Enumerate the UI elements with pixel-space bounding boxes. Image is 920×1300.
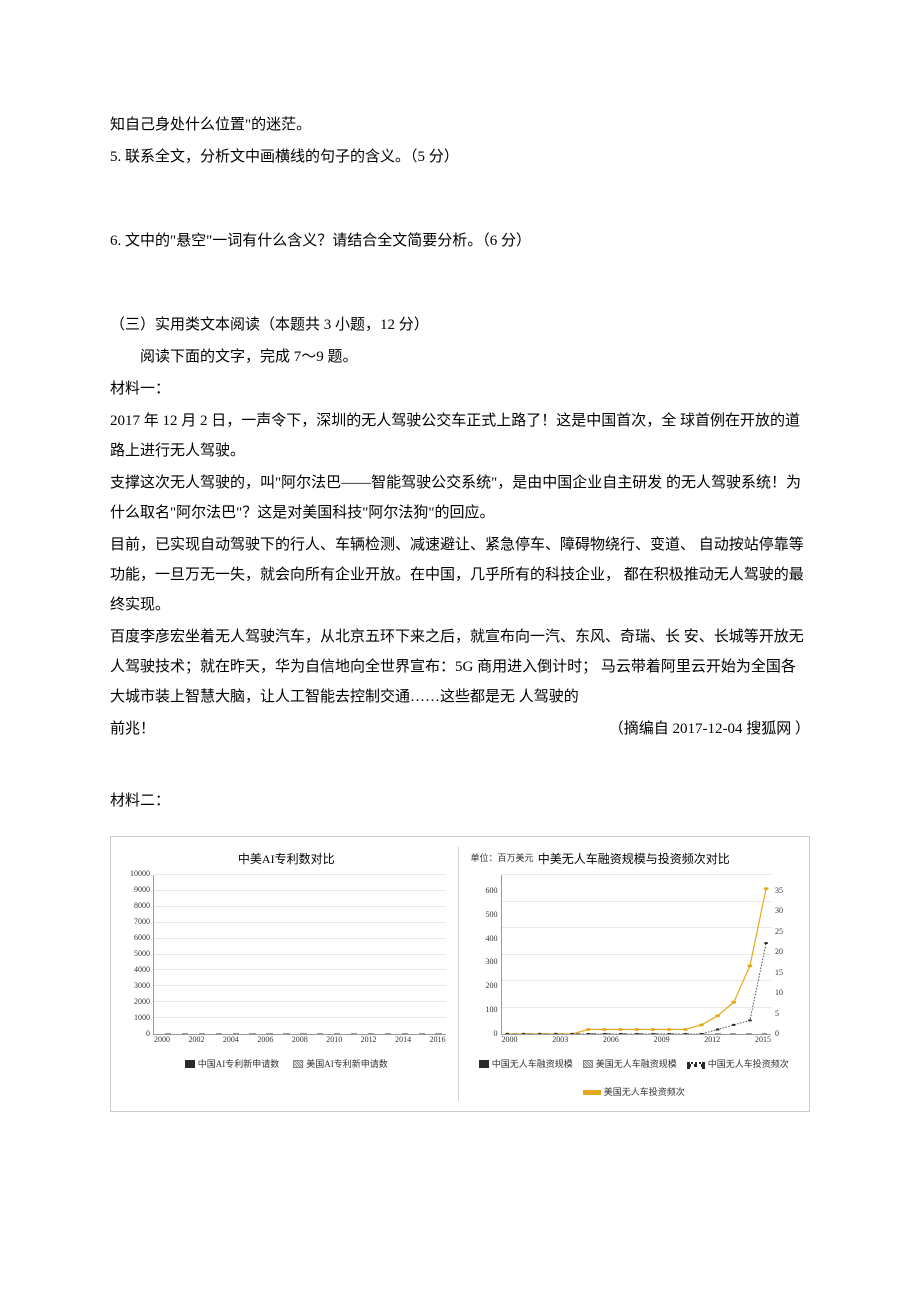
chart2-legend-cn-line: 中国无人车投资频次 — [687, 1055, 789, 1073]
light-swatch-icon — [293, 1060, 303, 1068]
chart2-y-axis-left: 0100200300400500600 — [468, 875, 498, 1034]
chart1-legend-us-label: 美国AI专利新申请数 — [306, 1055, 388, 1073]
material-1-label: 材料一： — [110, 374, 810, 404]
chart2-legend-cn-line-label: 中国无人车投资频次 — [708, 1055, 789, 1073]
chart2-y-axis-right: 05101520253035 — [775, 875, 797, 1034]
chart1-bars — [154, 875, 446, 1034]
chart1-plot-area: 0100020003000400050006000700080009000100… — [153, 875, 446, 1035]
material-1-p4b: 前兆！ — [110, 714, 155, 744]
reading-instruction: 阅读下面的文字，完成 7～9 题。 — [110, 342, 810, 372]
chart2-legend-us-bar: 美国无人车融资规模 — [583, 1055, 677, 1073]
chart2-x-axis: 200020032006200920122015 — [502, 1032, 772, 1048]
material-1-p3: 目前，已实现自动驾驶下的行人、车辆检测、减速避让、紧急停车、障碍物绕行、变道、 … — [110, 530, 810, 620]
question-5: 5. 联系全文，分析文中画横线的句子的含义。（5 分） — [110, 142, 810, 172]
chart1-legend-us: 美国AI专利新申请数 — [293, 1055, 388, 1073]
material-1-p2: 支撑这次无人驾驶的，叫"阿尔法巴——智能驾驶公交系统"，是由中国企业自主研发 的… — [110, 468, 810, 528]
chart2-legend: 中国无人车融资规模 美国无人车融资规模 中国无人车投资频次 美国无人车投资频次 — [469, 1055, 800, 1101]
dark-swatch-icon — [185, 1060, 195, 1068]
dark-swatch-icon — [479, 1060, 489, 1068]
chart2-legend-us-bar-label: 美国无人车融资规模 — [596, 1055, 677, 1073]
chart1-x-axis: 200020022004200620082010201220142016 — [154, 1032, 446, 1048]
chart1-legend-cn: 中国AI专利新申请数 — [185, 1055, 280, 1073]
chart2-y-unit: 单位：百万美元 — [471, 849, 534, 867]
material-1-p4b-row: 前兆！ （摘编自 2017-12-04 搜狐网 ） — [110, 714, 810, 744]
solid-line-icon — [583, 1090, 601, 1095]
blank-space — [110, 746, 810, 786]
chart2-legend-cn-bar: 中国无人车融资规模 — [479, 1055, 573, 1073]
chart2-legend-us-line-label: 美国无人车投资频次 — [604, 1083, 685, 1101]
chart-ai-patents: 中美AI专利数对比 010002000300040005000600070008… — [121, 847, 459, 1101]
charts-container: 中美AI专利数对比 010002000300040005000600070008… — [110, 836, 810, 1112]
question-6: 6. 文中的"悬空"一词有什么含义？请结合全文简要分析。（6 分） — [110, 226, 810, 256]
material-1-p1: 2017 年 12 月 2 日，一声令下，深圳的无人驾驶公交车正式上路了！这是中… — [110, 406, 810, 466]
chart1-legend: 中国AI专利新申请数 美国AI专利新申请数 — [121, 1055, 452, 1073]
light-swatch-icon — [583, 1060, 593, 1068]
chart2-lines — [502, 875, 772, 1034]
chart2-legend-us-line: 美国无人车投资频次 — [583, 1083, 685, 1101]
chart2-legend-cn-bar-label: 中国无人车融资规模 — [492, 1055, 573, 1073]
chart2-plot-area: 0100200300400500600 05101520253035 20002… — [501, 875, 772, 1035]
line-trailing: 知自己身处什么位置"的迷茫。 — [110, 110, 810, 140]
chart1-legend-cn-label: 中国AI专利新申请数 — [198, 1055, 280, 1073]
material-1-p4a: 百度李彦宏坐着无人驾驶汽车，从北京五环下来之后，就宣布向一汽、东风、奇瑞、长 安… — [110, 622, 810, 712]
blank-space — [110, 174, 810, 226]
chart1-title: 中美AI专利数对比 — [121, 847, 452, 871]
dotted-line-icon — [687, 1062, 705, 1067]
material-2-label: 材料二： — [110, 786, 810, 816]
chart-funding-investment: 中美无人车融资规模与投资频次对比 单位：百万美元 010020030040050… — [469, 847, 800, 1101]
blank-space — [110, 258, 810, 310]
material-1-source: （摘编自 2017-12-04 搜狐网 ） — [609, 714, 810, 744]
section-heading: （三）实用类文本阅读（本题共 3 小题，12 分） — [110, 310, 810, 340]
chart1-y-axis: 0100020003000400050006000700080009000100… — [120, 875, 150, 1034]
